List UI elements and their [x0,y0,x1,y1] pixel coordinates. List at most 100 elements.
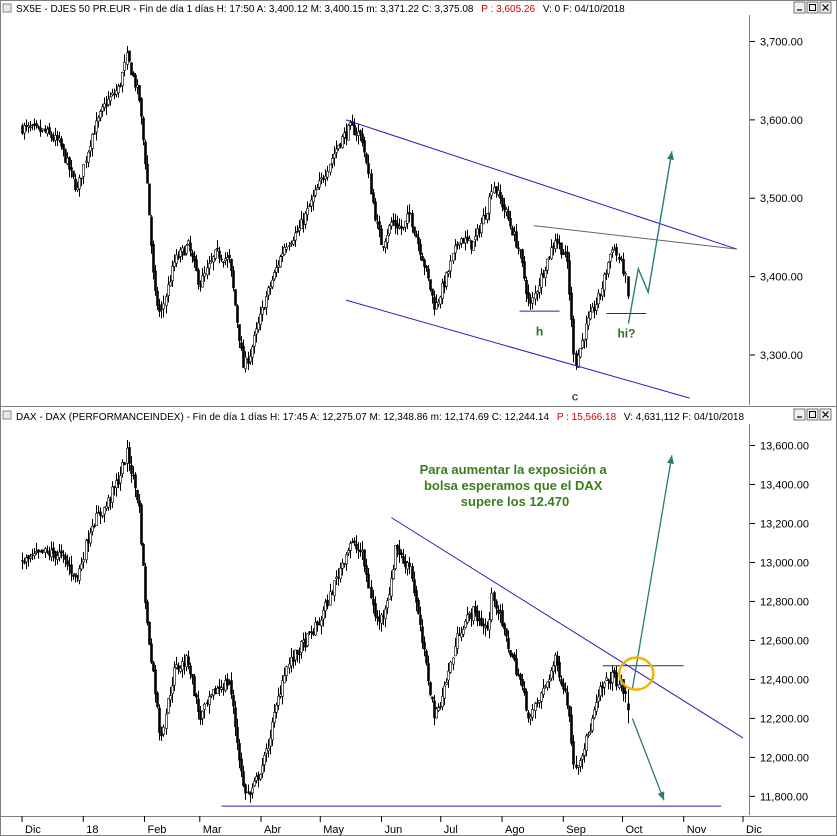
candle-body [121,71,124,87]
candle-body [423,641,426,650]
candle-body [421,256,424,262]
candle-body [390,221,393,227]
candle-body [259,774,262,780]
candle-body [72,170,75,178]
candle-body [593,709,596,719]
candle-body [396,545,399,550]
candle-body [230,680,233,695]
candle-body [160,308,163,311]
candle-body [95,120,98,133]
candle-body [374,603,377,617]
dax-annotation: Para aumentar la exposición a bolsa espe… [420,462,611,509]
candle-body [91,525,94,532]
candle-body [187,240,190,245]
candle-body-last [627,276,630,297]
candle-body [392,569,395,580]
maximize-button-dax[interactable] [806,408,819,421]
candle-body [329,591,332,606]
candle-body [68,565,71,567]
candle-body [292,240,295,245]
candle-body [218,250,221,259]
candle-body [456,633,459,649]
candle-body [314,189,317,196]
candle-body [263,308,266,310]
candle-body [240,342,243,349]
candle-body [503,204,506,211]
candle-body [148,621,151,645]
candle-body [353,124,356,136]
candle-body [206,267,209,276]
candle-body [97,117,100,122]
minimize-button-dax[interactable] [793,408,806,421]
candle-body [27,125,30,128]
candle-body [64,149,67,163]
candle-body [203,272,206,277]
candle-body [64,555,67,560]
candle-body [134,74,137,88]
candle-body [117,85,120,94]
candle-body [150,216,153,246]
candle-body [82,559,85,563]
candle-body [111,92,114,96]
candle-body [226,678,229,686]
candle-body [363,549,366,567]
candle-body [158,707,161,733]
candle-body [160,732,163,737]
candle-body [242,771,245,786]
candle-body [570,292,573,320]
candle-body [265,748,268,754]
candle-body [572,741,575,765]
candle-body [82,164,85,177]
candle-body [261,765,264,774]
candle-body [333,153,336,159]
candle-body [318,180,321,188]
candle-body [93,525,96,527]
candle-body [265,296,268,308]
candle-body [613,669,616,674]
candle-body [267,287,270,296]
candle-body [603,274,606,291]
candle-body [611,249,614,253]
close-icon [822,411,829,418]
candle-body [454,245,457,254]
candle-body [74,572,77,575]
candle-body [288,245,291,247]
candle-body [138,500,141,507]
candle-body [50,134,53,139]
candle-body [267,748,270,752]
candle-body [417,237,420,245]
candle-body [220,687,223,690]
candle-body [37,126,40,128]
candle-body [142,117,145,141]
candle-body [531,708,534,718]
candle-body [411,212,414,228]
candle-body [538,285,541,293]
candle-body [435,302,438,310]
candle-body [171,265,174,281]
candle-body [603,682,606,688]
candle-body [548,679,551,682]
candle-body [228,682,231,684]
candle-body [406,213,409,224]
y-tick-label: 13,400.00 [760,479,809,491]
maximize-icon [809,411,816,418]
candle-body [197,698,200,713]
candle-body [347,550,350,554]
x-tick-label: Dic [25,824,41,836]
candle-body [355,543,358,550]
candle-body [279,256,282,268]
candle-body [394,219,397,227]
breakout-highlight-circle [618,656,655,691]
candle-body [329,163,332,173]
candle-body [132,474,135,477]
candle-body [388,594,391,600]
candle-body [101,515,104,517]
maximize-button-sx5e[interactable] [806,1,819,14]
candle-body [74,178,77,191]
candle-body [130,464,133,474]
candle-body [119,475,122,484]
candle-body [138,85,141,101]
candle-body [316,621,319,626]
minimize-button-sx5e[interactable] [793,1,806,14]
candle-body [21,560,24,562]
